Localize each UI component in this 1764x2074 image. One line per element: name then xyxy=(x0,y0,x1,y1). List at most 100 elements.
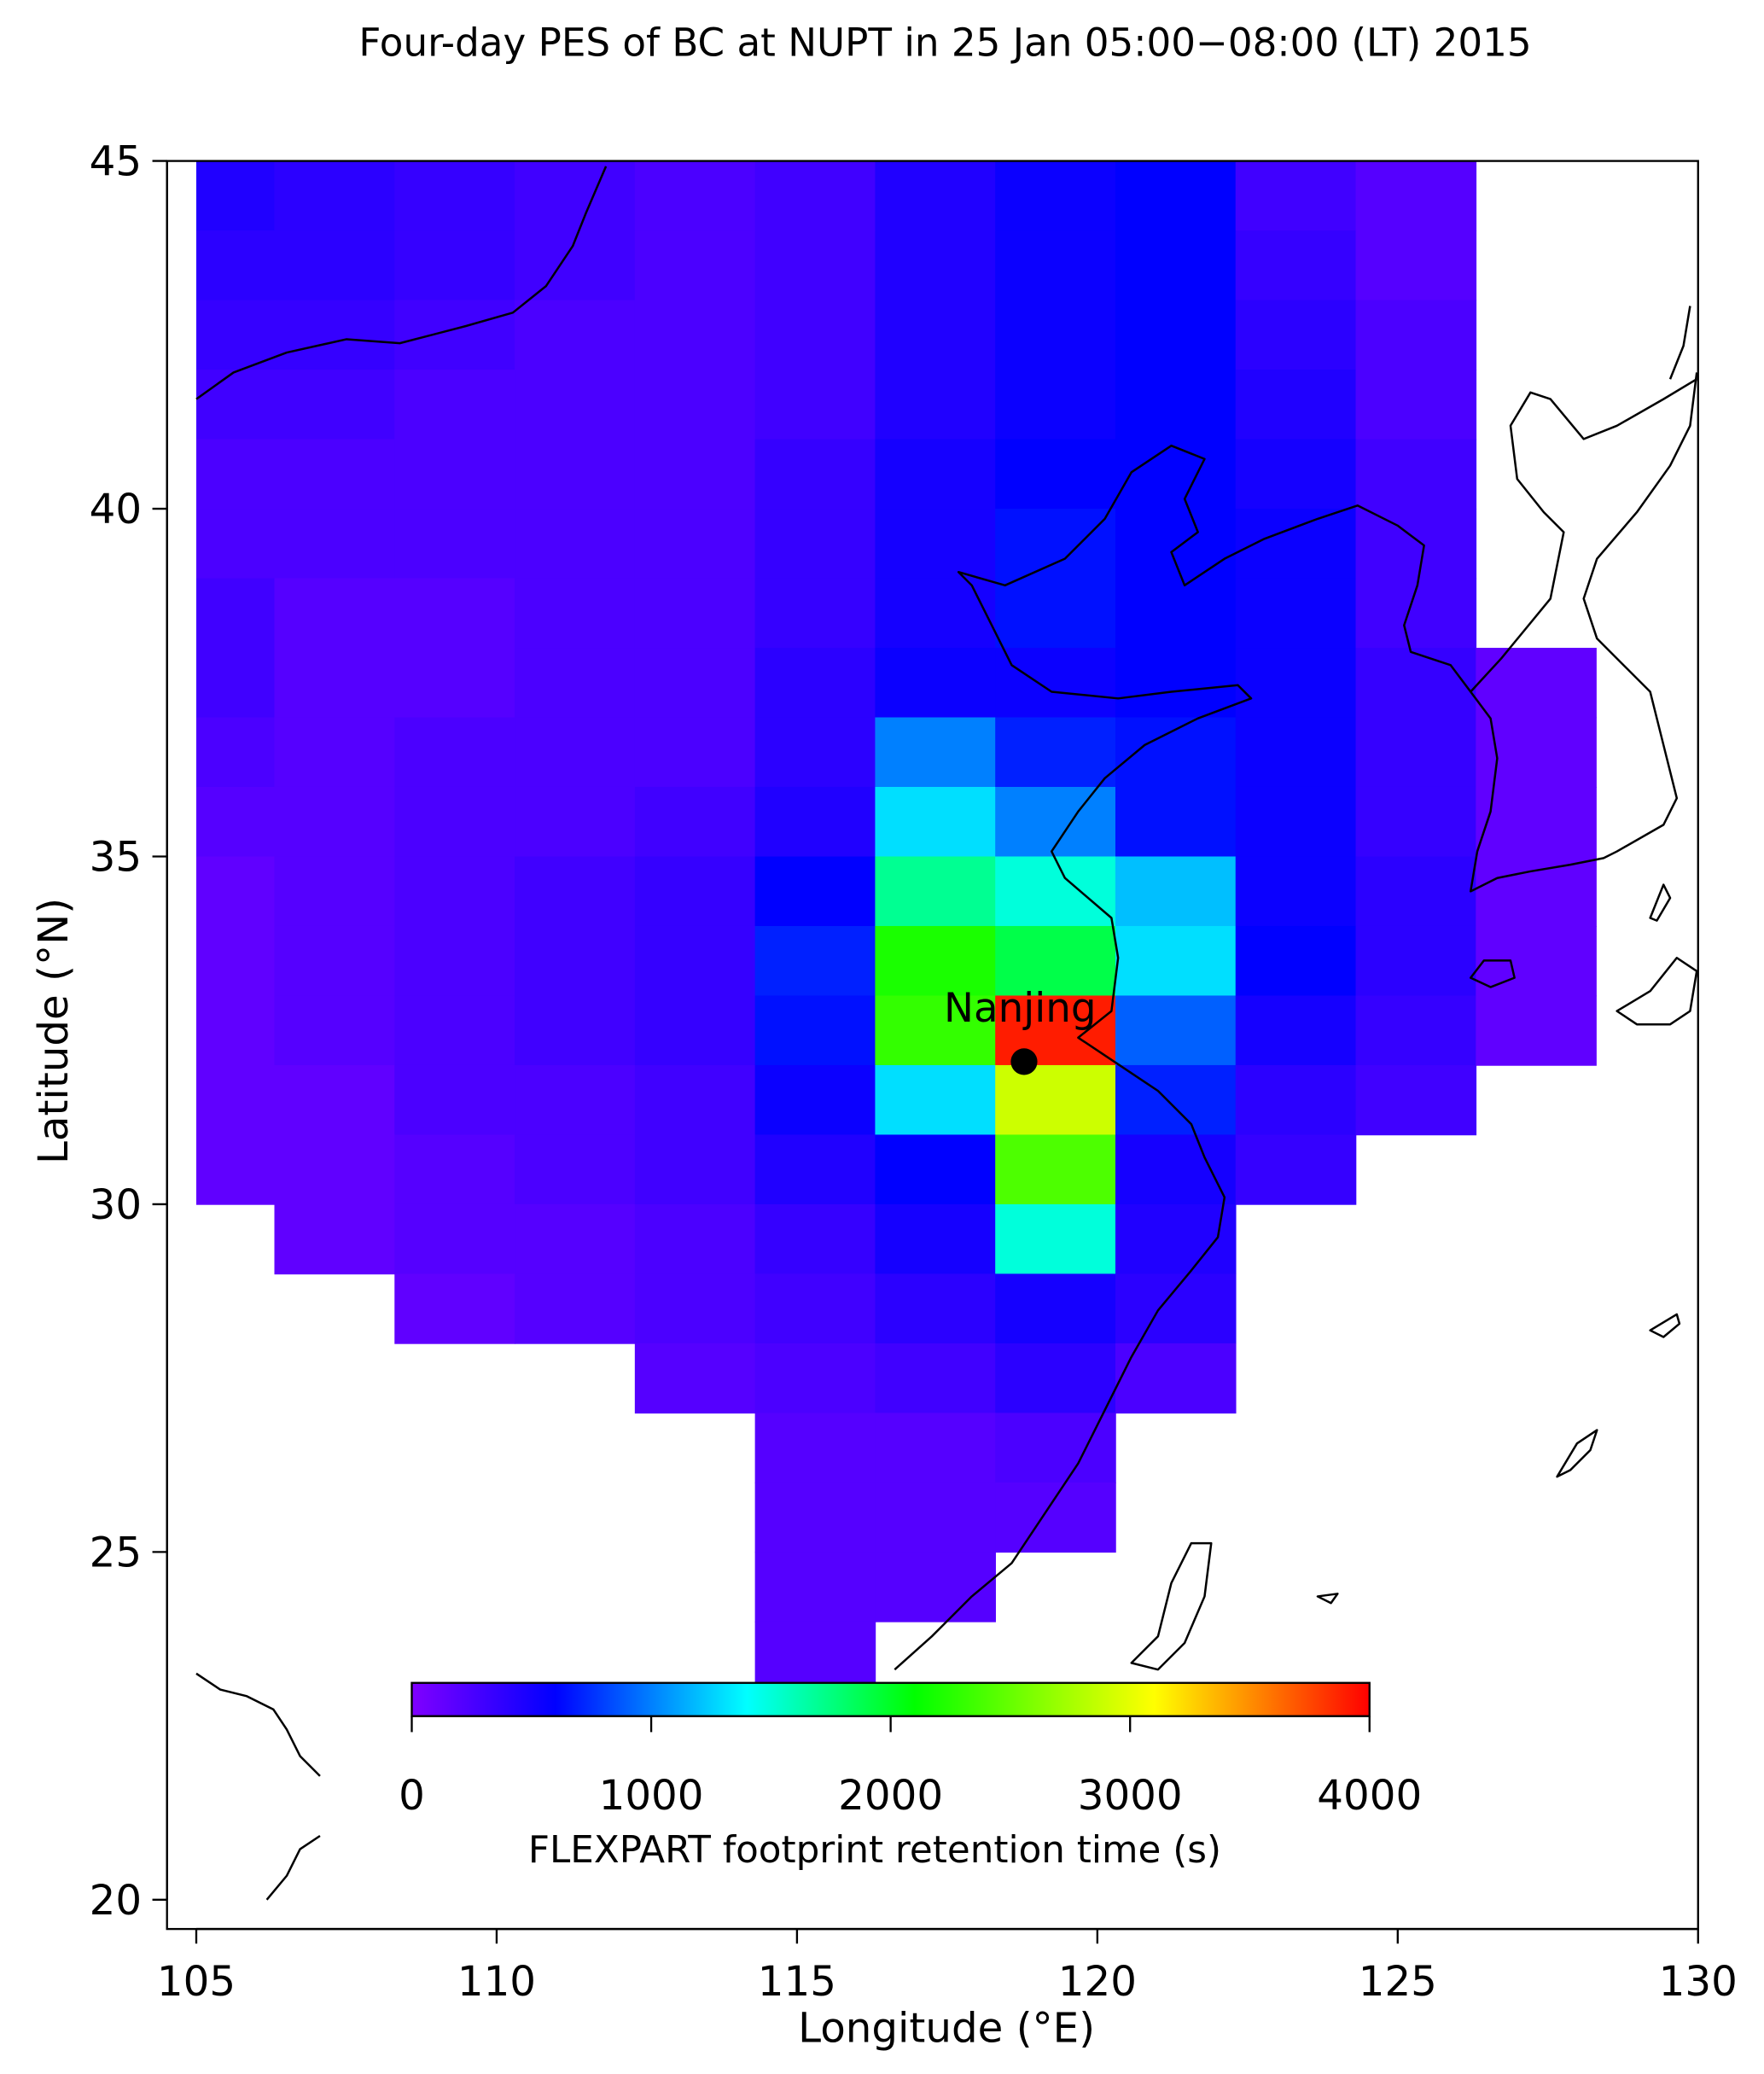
heat-cell xyxy=(1235,925,1357,997)
heat-cell xyxy=(394,925,515,997)
heat-cell xyxy=(875,1273,996,1344)
heat-cell xyxy=(1355,1064,1477,1136)
coastlines xyxy=(195,166,1698,1901)
heat-cell xyxy=(634,1203,756,1275)
heat-cell xyxy=(1115,300,1237,370)
heat-cell xyxy=(274,648,396,719)
heat-cell xyxy=(1115,578,1237,649)
heat-cell xyxy=(995,439,1116,510)
axes: 20 25 30 35 40 45 105 110 115 120 125 130 xyxy=(90,138,1738,2006)
heat-cell xyxy=(754,509,876,580)
heat-cell xyxy=(875,1203,996,1275)
heat-cell xyxy=(195,160,276,231)
heat-cell xyxy=(515,509,636,580)
heat-cell xyxy=(1355,648,1477,719)
heat-cell xyxy=(274,300,396,370)
heat-cell xyxy=(634,439,756,510)
heat-cell xyxy=(1115,370,1237,440)
heat-cell xyxy=(1115,995,1237,1066)
heat-cell xyxy=(995,925,1116,997)
heat-cell xyxy=(1355,786,1477,858)
heat-cell xyxy=(1115,925,1237,997)
heat-cell xyxy=(875,439,996,510)
heat-cell xyxy=(274,856,396,927)
heat-cell xyxy=(1355,160,1477,231)
heat-cell xyxy=(634,300,756,370)
x-tick-label: 110 xyxy=(457,1958,536,2006)
heat-cell xyxy=(754,1203,876,1275)
heat-cell xyxy=(1235,578,1357,649)
y-tick-label: 25 xyxy=(90,1529,142,1577)
heat-cell xyxy=(1355,925,1477,997)
y-tick-label: 30 xyxy=(90,1181,142,1229)
heat-cell xyxy=(875,1552,996,1622)
heat-cell xyxy=(634,1343,756,1414)
heat-cell xyxy=(394,1064,515,1136)
heat-cell xyxy=(875,1343,996,1414)
heat-cell xyxy=(274,160,396,231)
heat-cell xyxy=(634,160,756,231)
heat-cell xyxy=(515,648,636,719)
heat-cell xyxy=(394,1203,515,1275)
heat-cell xyxy=(995,1064,1116,1136)
heat-cell xyxy=(754,1064,876,1136)
heat-cell xyxy=(1115,1273,1237,1344)
x-tick-label: 130 xyxy=(1659,1958,1738,2006)
heat-cell xyxy=(1235,439,1357,510)
heat-cell xyxy=(875,717,996,788)
heat-cell xyxy=(1476,995,1597,1066)
heat-cell xyxy=(274,1203,396,1275)
heat-cell xyxy=(195,995,276,1066)
y-tick-label: 45 xyxy=(90,138,142,186)
heat-cell xyxy=(274,786,396,858)
heat-cell xyxy=(1476,648,1597,719)
heat-cell xyxy=(875,786,996,858)
heat-cell xyxy=(754,160,876,231)
colorbar-tick-label: 0 xyxy=(399,1772,425,1820)
heat-cell xyxy=(754,1482,876,1553)
heat-cell xyxy=(754,856,876,927)
heat-cell xyxy=(394,1273,515,1344)
heat-cell xyxy=(394,717,515,788)
heat-cell xyxy=(634,578,756,649)
heat-cell xyxy=(1355,370,1477,440)
heat-cell xyxy=(1115,439,1237,510)
heat-cell xyxy=(754,995,876,1066)
heat-cell xyxy=(1476,856,1597,927)
heat-cell xyxy=(195,856,276,927)
heat-cell xyxy=(754,717,876,788)
y-axis-label: Latitude (°N) xyxy=(30,898,78,1164)
heat-cell xyxy=(1235,300,1357,370)
heat-cell xyxy=(995,370,1116,440)
colorbar-tick-label: 4000 xyxy=(1317,1772,1422,1820)
heat-cell xyxy=(274,925,396,997)
colorbar xyxy=(410,1681,1371,1717)
heat-cell xyxy=(1115,1343,1237,1414)
heat-cell xyxy=(995,1482,1116,1553)
heat-cell xyxy=(394,230,515,301)
colorbar-label: FLEXPART footprint retention time (s) xyxy=(528,1828,1221,1872)
heat-cell xyxy=(995,717,1116,788)
heat-cell xyxy=(875,160,996,231)
heat-cell xyxy=(995,509,1116,580)
heat-cell xyxy=(995,300,1116,370)
heat-cell xyxy=(995,1343,1116,1414)
heat-cell xyxy=(1355,995,1477,1066)
heat-cell xyxy=(1235,786,1357,858)
heat-cell xyxy=(274,578,396,649)
heat-cell xyxy=(1235,1064,1357,1136)
heat-cell xyxy=(195,717,276,788)
heat-cell xyxy=(1235,648,1357,719)
heat-cell xyxy=(1235,230,1357,301)
heat-cell xyxy=(995,1273,1116,1344)
heat-cell xyxy=(995,856,1116,927)
heat-cell xyxy=(1235,1134,1357,1205)
y-tick-label: 35 xyxy=(90,834,142,882)
heat-cell xyxy=(995,160,1116,231)
heat-cell xyxy=(1235,160,1357,231)
heat-cell xyxy=(875,856,996,927)
heat-cell xyxy=(634,230,756,301)
site-marker xyxy=(1010,1048,1038,1075)
heat-cell xyxy=(1355,509,1477,580)
